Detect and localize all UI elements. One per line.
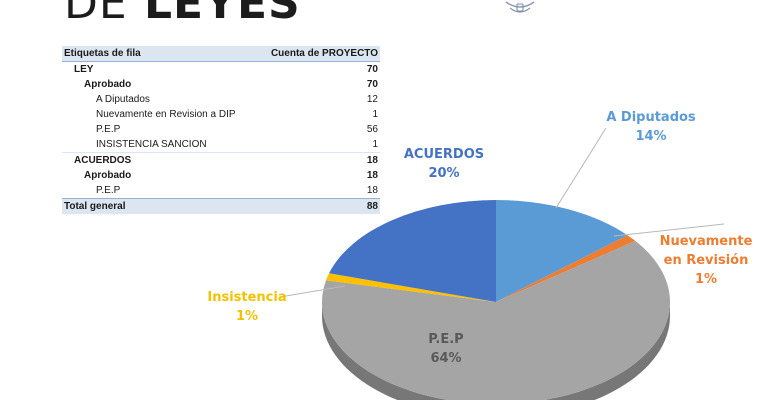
page-title-bold: LEYES — [144, 0, 301, 29]
page-title: DE LEYES — [64, 0, 301, 29]
pivot-row-value: 70 — [366, 79, 378, 90]
pie-label-percent: 1% — [235, 309, 259, 324]
pivot-row-value: 1 — [372, 139, 378, 150]
pivot-row-label: ACUERDOS — [62, 152, 257, 168]
pie-slice — [322, 240, 670, 400]
pivot-row-label: A Diputados — [96, 94, 150, 105]
pie-label: ACUERDOS 20% — [392, 145, 496, 183]
pivot-table-body: Etiquetas de fila Cuenta de PROYECTO LEY… — [62, 46, 380, 214]
pie-label: Nuevamente en Revisión 1% — [654, 232, 758, 289]
pie-label: A Diputados 14% — [592, 108, 710, 146]
pivot-header-value: Cuenta de PROYECTO — [256, 46, 380, 62]
pie-slice — [496, 200, 628, 302]
pie-leader-line — [279, 285, 346, 298]
seal-icon — [505, 1, 535, 13]
pie-leader-line — [613, 223, 725, 237]
pivot-row-value: 1 — [372, 109, 378, 120]
pivot-row: Nuevamente en Revision a DIP 1 — [62, 107, 380, 122]
pivot-total-row: Total general 88 — [62, 198, 380, 214]
pivot-row-value: 70 — [256, 61, 380, 77]
pie-label-percent: 14% — [635, 129, 667, 144]
pivot-row-value: 12 — [366, 94, 378, 105]
pivot-row: INSISTENCIA SANCION 1 — [62, 137, 380, 153]
pivot-row: A Diputados 12 — [62, 92, 380, 107]
page-title-light: DE — [64, 0, 128, 29]
pivot-total-label: Total general — [62, 198, 257, 214]
pie-label-name: A Diputados — [606, 110, 696, 125]
pivot-row-value: 18 — [366, 185, 378, 196]
pivot-total-value: 88 — [256, 198, 380, 214]
pie-label-name: Nuevamente — [659, 234, 753, 249]
pivot-row-label: P.E.P — [96, 185, 121, 196]
pie-label-percent: 20% — [428, 166, 460, 181]
pie-label-name: ACUERDOS — [403, 147, 485, 162]
pie-label: P.E.P 64% — [414, 330, 478, 368]
pie-label-percent: 64% — [430, 351, 462, 366]
pie-slice — [325, 273, 496, 302]
pivot-row: P.E.P 18 — [62, 183, 380, 199]
pie-label: Insistencia 1% — [204, 288, 290, 326]
pivot-row: ACUERDOS 18 — [62, 152, 380, 168]
pivot-row-label: INSISTENCIA SANCION — [96, 139, 207, 150]
pivot-row: LEY 70 — [62, 61, 380, 77]
pie-slice — [329, 200, 496, 302]
pivot-row-value: 18 — [256, 152, 380, 168]
pivot-row-value: 56 — [366, 124, 378, 135]
pivot-row-label: P.E.P — [96, 124, 121, 135]
pivot-row: Aprobado 70 — [62, 77, 380, 92]
pivot-table: Etiquetas de fila Cuenta de PROYECTO LEY… — [62, 46, 380, 214]
pivot-row: Aprobado 18 — [62, 168, 380, 183]
pivot-row-label: LEY — [62, 61, 257, 77]
pie-slice — [496, 235, 636, 302]
pivot-row-value: 18 — [366, 170, 378, 181]
pivot-row: P.E.P 56 — [62, 122, 380, 137]
pie-label-percent: 1% — [694, 272, 718, 287]
pivot-row-label: Aprobado — [84, 170, 132, 181]
pie-leader-line — [555, 127, 607, 209]
pivot-row-label: Aprobado — [84, 79, 132, 90]
pie-label-name: en Revisión — [663, 253, 749, 268]
pivot-row-label: Nuevamente en Revision a DIP — [96, 109, 236, 120]
pie-label-name: Insistencia — [207, 290, 287, 305]
pie-label-name: P.E.P — [428, 332, 464, 347]
